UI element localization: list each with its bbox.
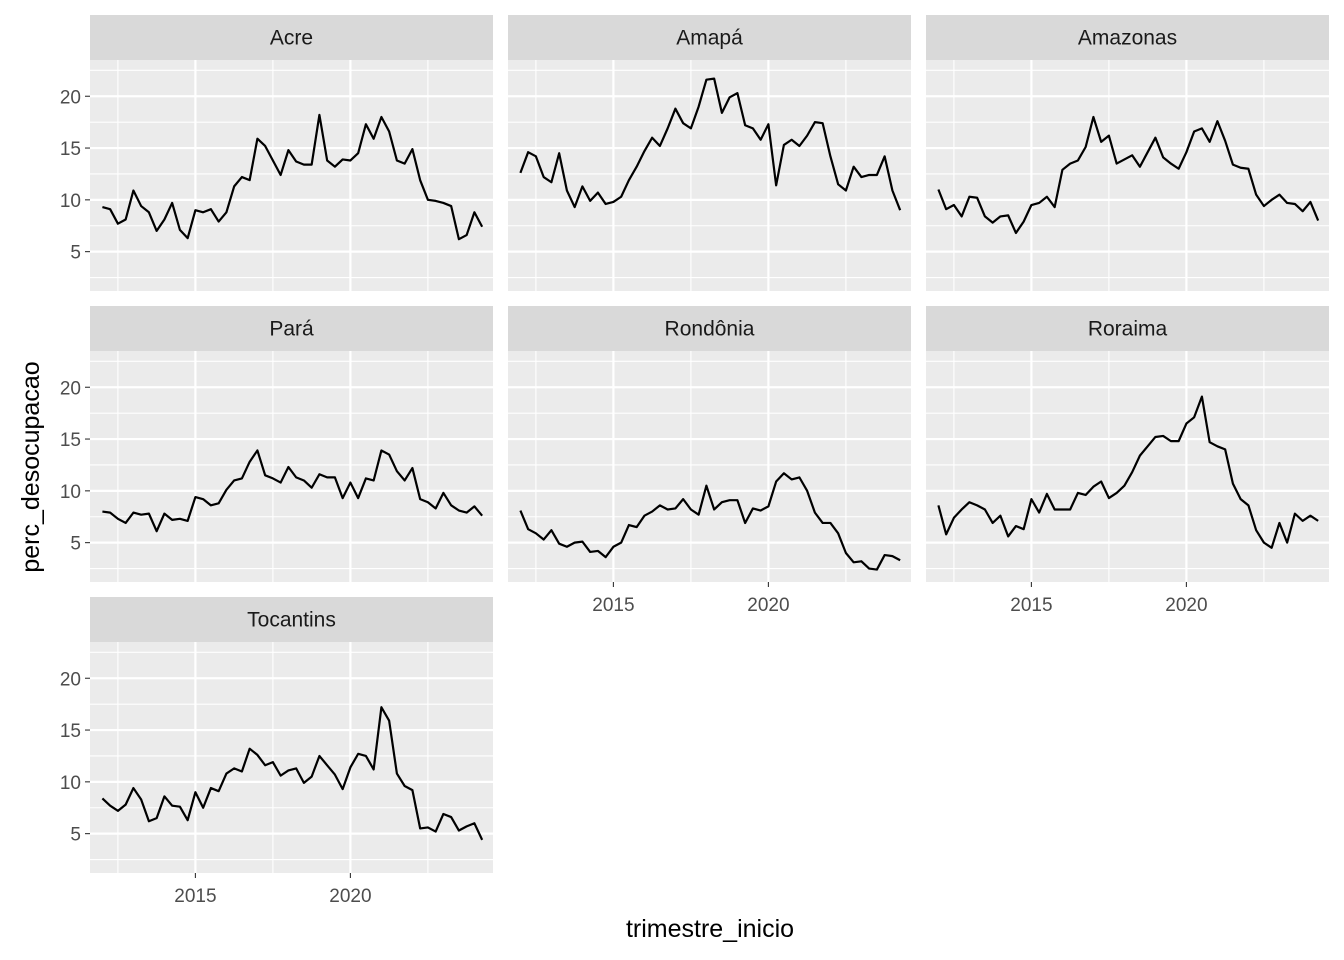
y-tick-label: 20 [60,378,81,399]
strip-background [926,15,1329,60]
strip-label: Rondônia [665,318,755,341]
panel-background [90,642,493,873]
series-line-para [102,449,483,533]
x-tick-label: 2015 [1010,595,1052,616]
y-axis-title: perc_desocupacao [17,361,45,572]
x-tick-label: 2015 [174,886,216,907]
x-tick-label: 2020 [747,595,789,616]
strip-background [90,15,493,60]
y-tick-label: 15 [60,139,81,160]
facet-para: Pará 5 10 15 20 [60,306,493,582]
y-tick-label: 20 [60,87,81,108]
facet-amapa: Amapá [508,15,911,291]
panel-background [508,351,911,582]
y-tick-label: 10 [60,191,81,212]
x-tick-label: 2015 [592,595,634,616]
series-line-roraima [937,395,1319,549]
panel-background [926,351,1329,582]
strip-background [90,597,493,642]
strip-label: Amapá [676,27,743,50]
panel-background [90,60,493,291]
strip-background [508,15,911,60]
facet-amazonas: Amazonas [926,15,1329,291]
x-tick-label: 2020 [329,886,371,907]
strip-background [926,306,1329,351]
facet-tocantins: Tocantins 5 10 15 20 2015 2020 [60,597,493,907]
series-line-tocantins [101,706,484,841]
facet-panels: Acre 5 10 15 20 Amapá Amazonas Pará 5 10 15 20 Rondô… [60,15,1329,907]
series-line-rondonia [519,472,901,571]
y-tick-label: 20 [60,669,81,690]
y-tick-label: 15 [60,430,81,451]
panel-background [926,60,1329,291]
series-line-amapa [519,77,902,211]
y-tick-label: 5 [70,243,81,264]
y-tick-label: 5 [70,825,81,846]
strip-background [508,306,911,351]
y-tick-label: 10 [60,773,81,794]
y-tick-label: 10 [60,482,81,503]
facet-acre: Acre 5 10 15 20 [60,15,493,291]
x-tick-label: 2020 [1165,595,1207,616]
facet-roraima: Roraima 2015 2020 [926,306,1329,616]
y-tick-label: 5 [70,534,81,555]
strip-label: Roraima [1088,318,1168,341]
strip-label: Amazonas [1078,27,1177,50]
strip-background [90,306,493,351]
x-axis-title: trimestre_inicio [626,915,794,943]
strip-label: Pará [269,318,314,341]
series-line-amazonas [937,115,1320,235]
strip-label: Tocantins [247,609,336,632]
series-line-acre [102,113,484,241]
y-tick-label: 15 [60,721,81,742]
panel-background [90,351,493,582]
strip-label: Acre [270,27,313,50]
facet-rondonia: Rondônia 2015 2020 [508,306,911,616]
